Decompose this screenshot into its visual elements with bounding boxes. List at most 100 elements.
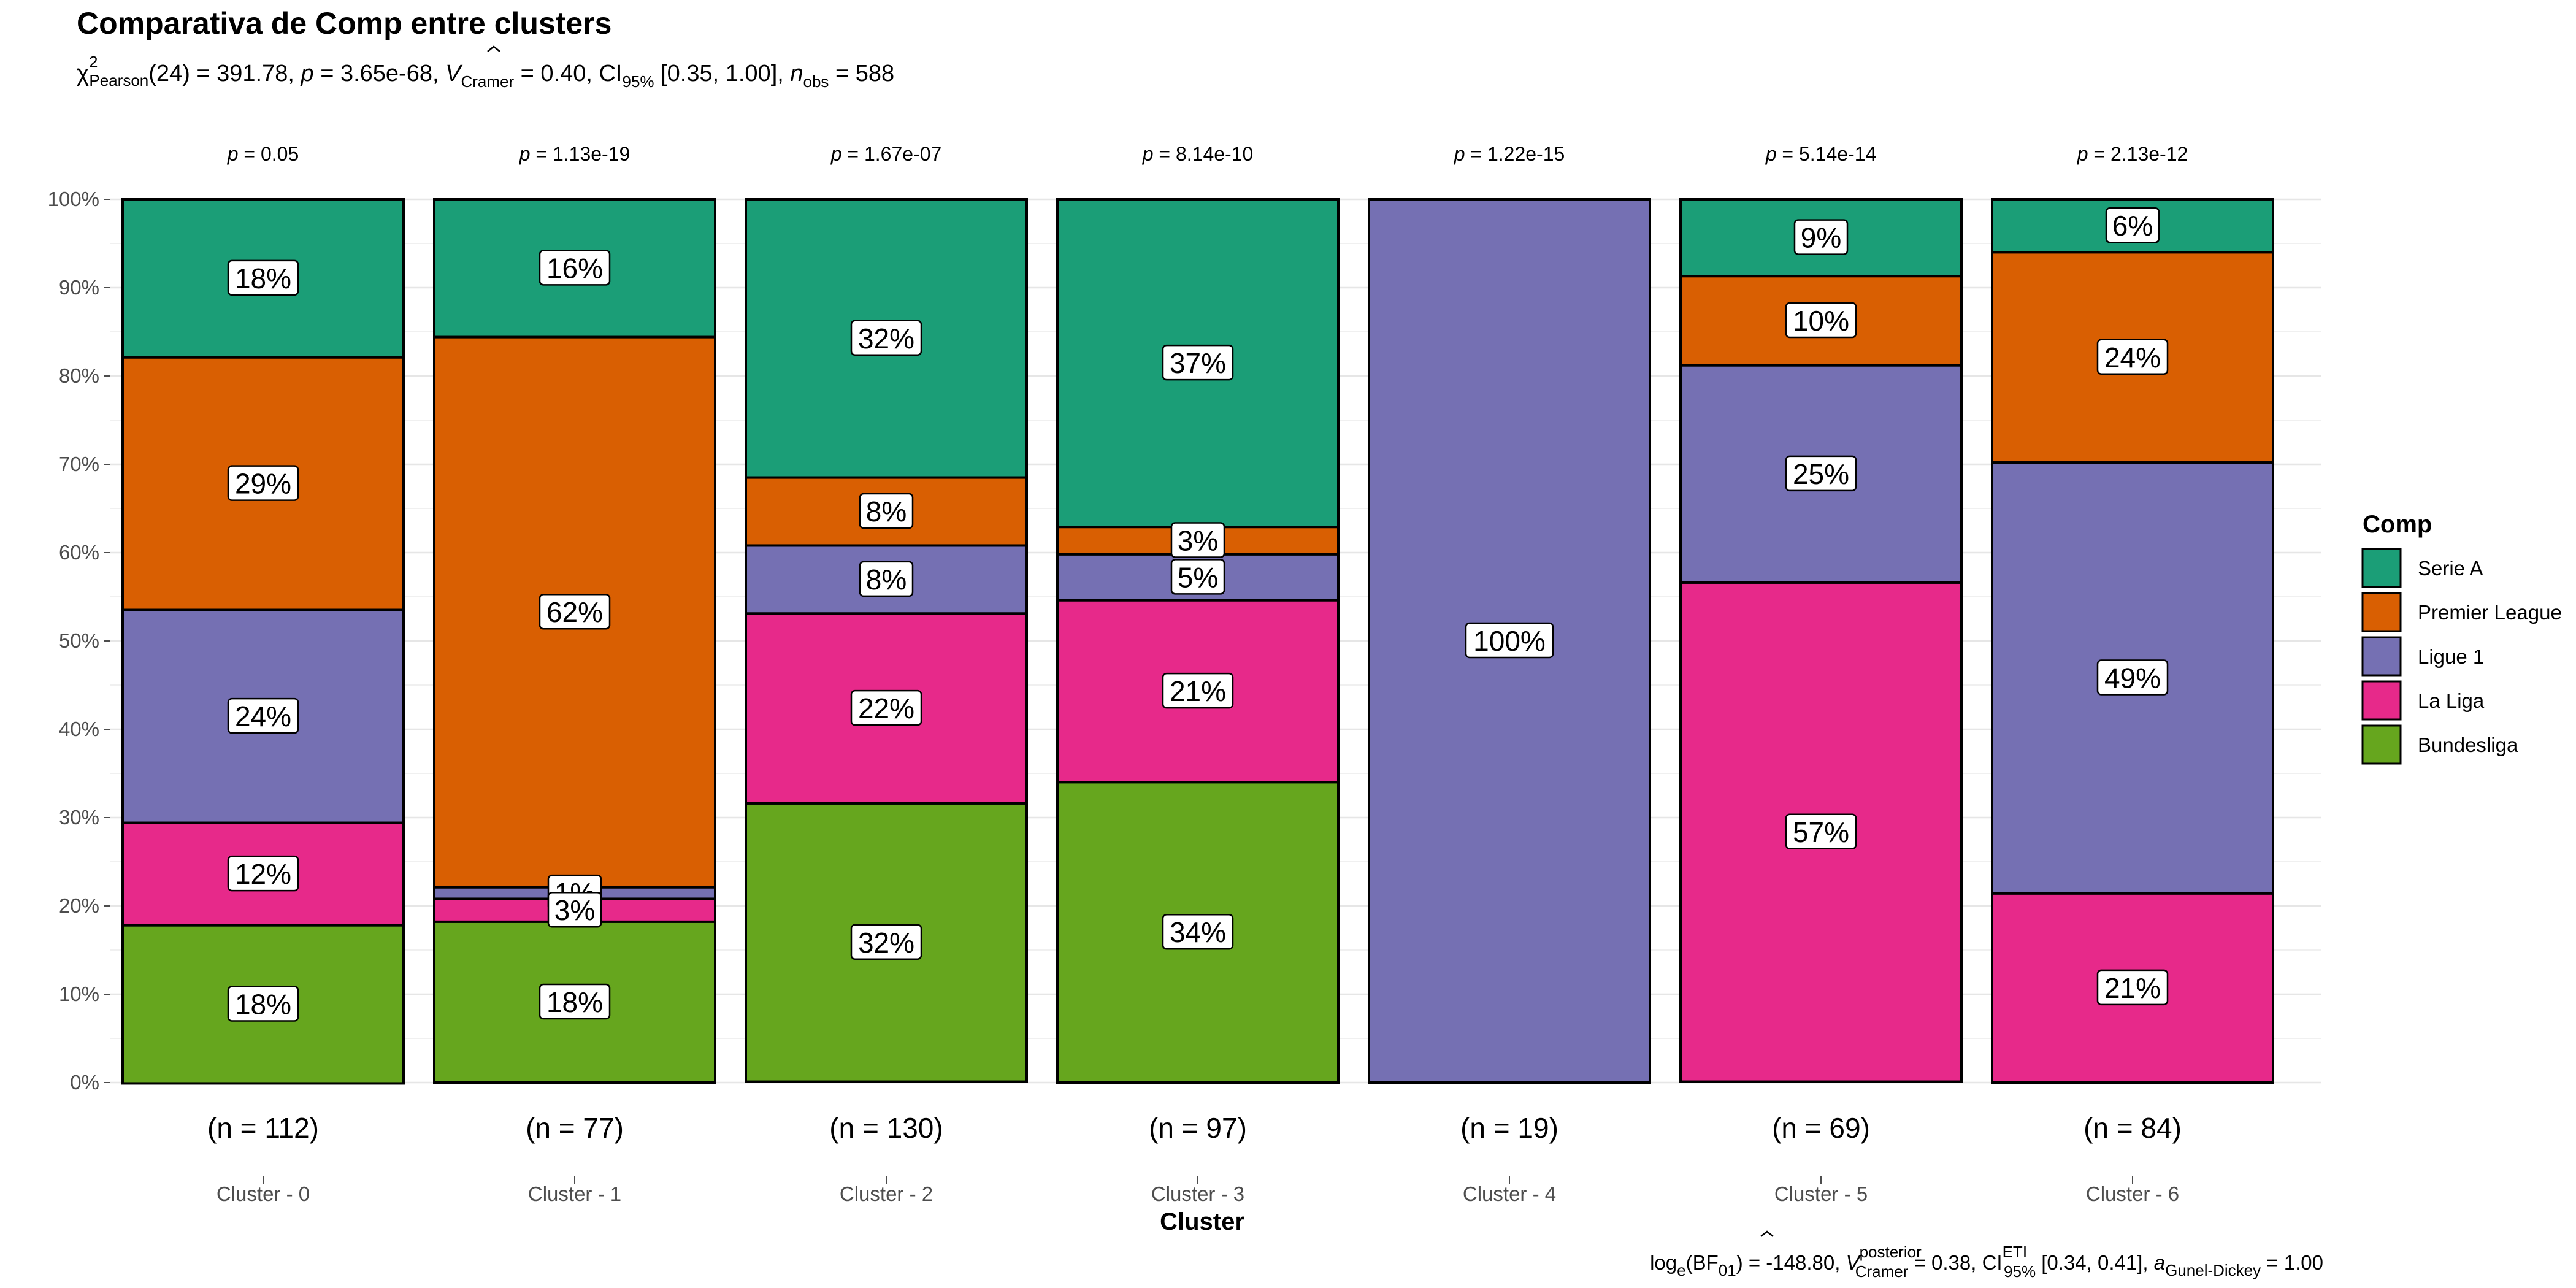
data-label: 24% [235,700,291,732]
x-tick-label: Cluster - 2 [840,1183,933,1205]
data-label-box [227,986,299,1022]
legend-title: Comp [2363,511,2432,538]
y-tick-label: 50% [59,629,99,652]
count-label: (n = 97) [1149,1112,1247,1144]
data-label: 5% [1178,561,1218,593]
data-label: 18% [235,263,291,294]
data-label: 16% [546,252,603,284]
legend-label: Bundesliga [2418,734,2518,756]
p-value-label: p = 1.13e-19 [519,143,631,165]
data-label-box [850,924,922,960]
data-label-box [2096,659,2169,696]
y-tick-label: 80% [59,364,99,387]
data-label-box [1170,559,1225,595]
data-label-box [1785,302,1857,339]
chart-subtitle: χ2 Pearson(24) = 391.78, p = 3.65e-68, VC… [77,53,894,91]
y-tick-label: 20% [59,894,99,917]
data-label: 8% [866,564,907,596]
data-label: 32% [858,927,914,959]
data-label-box [859,561,914,597]
data-label: 12% [235,858,291,890]
data-label: 24% [2104,342,2161,374]
data-label: 8% [866,496,907,527]
x-tick-label: Cluster - 0 [217,1183,310,1205]
plot-area: 0% 10% 20% 30% 40% 50% 60% 70% 80% 90% 100% 18% 29% 2… [48,143,2321,1205]
data-label-box [1785,455,1857,492]
data-label-box [1793,219,1849,255]
y-tick-label: 70% [59,453,99,475]
data-label: 3% [1178,525,1218,557]
data-label: 100% [1473,625,1546,657]
x-tick-label: Cluster - 3 [1151,1183,1244,1205]
p-value-label: p = 1.67e-07 [830,143,942,165]
legend-label: Premier League [2418,601,2562,624]
y-tick-label: 90% [59,276,99,299]
y-tick-label: 10% [59,983,99,1005]
v-hat-accent [487,45,500,52]
data-label: 6% [2112,210,2153,242]
data-label: 3% [554,894,595,926]
x-tick-label: Cluster - 1 [528,1183,621,1205]
data-label-box [850,689,922,726]
data-label-box [539,983,611,1020]
y-tick-label: 0% [70,1071,99,1094]
count-label: (n = 69) [1772,1112,1870,1144]
data-label-box [859,493,914,529]
data-label-box [2096,339,2169,375]
legend-swatch [2361,680,2402,721]
count-label: (n = 19) [1460,1112,1558,1144]
data-label: 18% [235,989,291,1021]
legend-swatch [2361,592,2402,632]
data-label: 57% [1793,816,1849,848]
legend-swatch [2361,548,2402,588]
p-value-label: p = 5.14e-14 [1765,143,1877,165]
y-tick-label: 40% [59,718,99,740]
data-label-box [1465,622,1554,659]
legend-label: Ligue 1 [2418,645,2484,668]
count-label: (n = 84) [2083,1112,2182,1144]
p-value-label: p = 0.05 [227,143,299,165]
p-value-label: p = 2.13e-12 [2077,143,2188,165]
data-label-box [227,855,299,892]
data-label-box [539,250,611,286]
legend-swatch [2361,636,2402,677]
p-value-label: p = 8.14e-10 [1142,143,1254,165]
data-label-box [1785,813,1857,850]
count-label: (n = 112) [207,1112,319,1144]
data-label: 37% [1170,347,1226,379]
legend: Comp Serie A Premier League Ligue 1 La Liga B… [2361,511,2562,765]
data-label-box [850,320,922,356]
bar-segment [1679,364,1963,584]
data-label-box [1162,913,1234,950]
data-label-box [227,465,299,501]
data-label: 34% [1170,916,1226,948]
data-label-box [227,697,299,734]
data-label: 29% [235,468,291,500]
p-value-label: p = 1.22e-15 [1454,143,1565,165]
data-label: 21% [1170,675,1226,707]
chart-title: Comparativa de Comp entre clusters [77,6,612,40]
bar-segment [1056,599,1340,784]
data-label: 49% [2104,662,2161,694]
x-tick-label: Cluster - 4 [1463,1183,1556,1205]
data-label-box [2105,207,2160,243]
data-label: 22% [858,692,914,724]
count-label: (n = 77) [526,1112,624,1144]
data-label-box [1162,344,1234,381]
data-label-box [539,593,611,630]
legend-label: Serie A [2418,557,2483,580]
legend-label: La Liga [2418,689,2485,712]
data-label: 18% [546,986,603,1018]
x-tick-label: Cluster - 5 [1774,1183,1868,1205]
data-label-box [1170,522,1225,558]
data-label: 62% [546,596,603,628]
chart-caption: loge(BF01) = -148.80, Vposterior Cramer =… [1650,1243,2323,1281]
y-tick-label: 30% [59,806,99,829]
data-label-box [1162,672,1234,709]
legend-swatch [2361,724,2402,765]
data-label-box [547,891,602,928]
y-tick-label: 60% [59,541,99,564]
y-tick-label: 100% [48,188,99,210]
data-label: 9% [1801,222,1841,254]
